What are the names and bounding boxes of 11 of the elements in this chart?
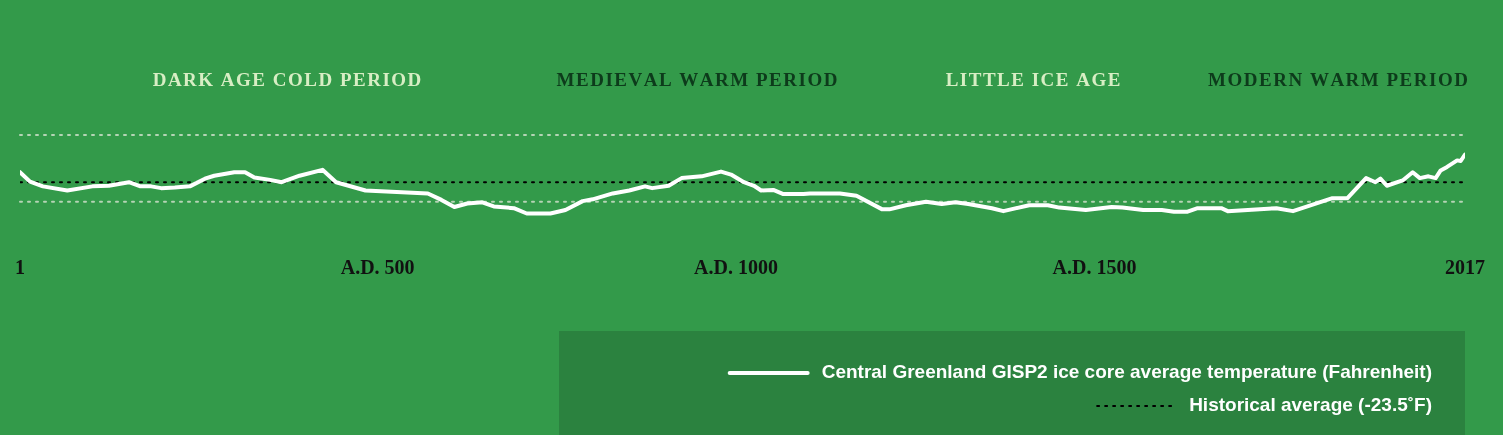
text: LITTLE ICE AGE xyxy=(945,68,1121,90)
legend-label: Central Greenland GISP2 ice core average temperature (Fahrenheit) xyxy=(821,361,1432,383)
x-tick-label: A.D. 500 xyxy=(340,256,415,279)
text: MODERN WARM PERIOD xyxy=(1208,68,1468,90)
x-tick-label: A.D. 1500 xyxy=(1052,256,1137,279)
text: DARK AGE COLD PERIOD xyxy=(152,68,422,90)
x-tick-label: A.D. 1000 xyxy=(694,256,778,279)
text: MEDIEVAL WARM PERIOD xyxy=(556,68,838,90)
legend-label: Historical average (-23.5˚F) xyxy=(1189,394,1432,416)
x-tick-label: 2017 xyxy=(1445,256,1485,279)
x-tick-label: 1 xyxy=(15,256,25,279)
